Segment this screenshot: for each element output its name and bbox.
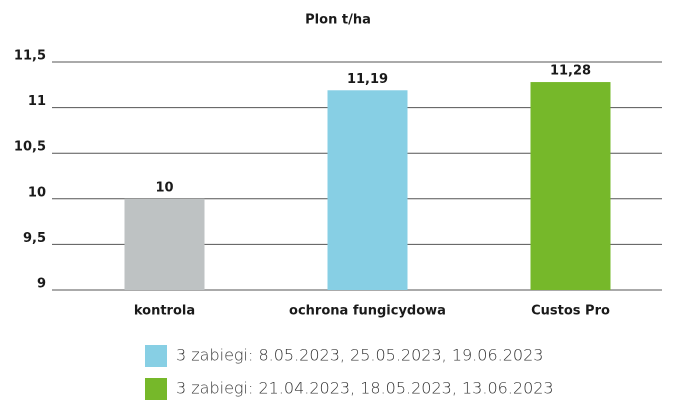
y-tick-label: 10,5 bbox=[14, 140, 46, 155]
bar bbox=[327, 90, 408, 290]
bar bbox=[530, 82, 611, 291]
data-label: 11,19 bbox=[347, 72, 388, 87]
legend-label: 3 zabiegi: 8.05.2023, 25.05.2023, 19.06.… bbox=[176, 346, 543, 365]
data-label: 11,28 bbox=[550, 64, 591, 79]
legend-swatch bbox=[145, 345, 167, 367]
y-tick-label: 11,5 bbox=[14, 49, 46, 64]
y-tick-label: 9 bbox=[37, 277, 46, 292]
y-tick-label: 10 bbox=[28, 185, 46, 200]
chart-title: Plon t/ha bbox=[305, 13, 371, 28]
y-tick-label: 11 bbox=[28, 94, 46, 109]
data-label: 10 bbox=[155, 180, 173, 195]
x-tick-label: ochrona fungicydowa bbox=[289, 304, 446, 319]
bar bbox=[124, 198, 205, 290]
legend-label: 3 zabiegi: 21.04.2023, 18.05.2023, 13.06… bbox=[176, 379, 554, 398]
y-tick-label: 9,5 bbox=[23, 231, 46, 246]
x-tick-label: Custos Pro bbox=[531, 304, 610, 319]
legend-swatch bbox=[145, 378, 167, 400]
x-tick-label: kontrola bbox=[134, 304, 195, 319]
